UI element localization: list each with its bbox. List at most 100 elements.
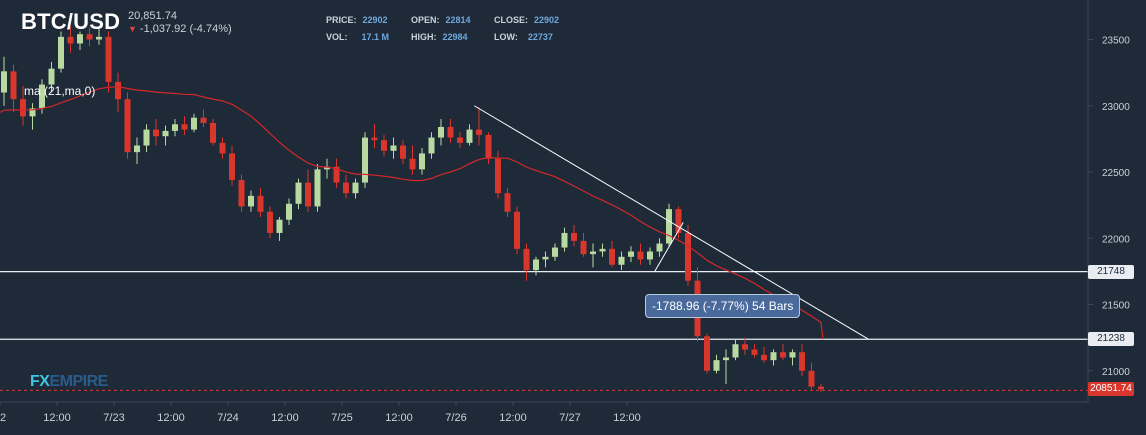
candle-body (181, 124, 188, 130)
candle (162, 125, 169, 146)
candle (286, 198, 292, 225)
y-tick-label: 23500 (1102, 36, 1130, 47)
candle-body (200, 117, 207, 123)
stat-vol: VOL: 17.1 M (326, 32, 390, 42)
candle (381, 134, 387, 157)
candle (504, 187, 511, 218)
stat-low: LOW: 22737 (494, 32, 553, 42)
candle-body (571, 232, 577, 241)
candle-body (428, 137, 435, 154)
candle (457, 132, 463, 149)
candle (324, 158, 330, 179)
candle-body (58, 36, 64, 69)
current-price-badge: 20851.74 (1088, 382, 1134, 396)
candle-body (172, 124, 178, 131)
candle (276, 217, 283, 241)
candle (77, 31, 83, 51)
candle-body (808, 370, 815, 387)
candle-body (162, 130, 169, 137)
candle (742, 337, 748, 355)
fxempire-logo: FXEMPIRE (30, 373, 108, 390)
candle-body (419, 153, 425, 170)
candle (200, 109, 207, 127)
x-tick-label: 7/24 (217, 412, 238, 424)
candle (818, 384, 824, 392)
candle (685, 225, 691, 286)
candle-body (10, 71, 17, 100)
candle-body (447, 126, 454, 138)
y-tick-label: 22500 (1102, 168, 1130, 179)
candle-body (485, 134, 492, 159)
x-tick-label: 7/23 (103, 412, 124, 424)
candle (105, 31, 112, 93)
horizontal-levels[interactable] (0, 271, 1088, 340)
candle (637, 243, 644, 265)
candle-body (276, 219, 283, 233)
down-arrow-icon: ▼ (128, 24, 137, 34)
candle-body (343, 182, 349, 194)
candle (514, 206, 520, 255)
candle (609, 240, 615, 268)
candle-body (371, 137, 378, 141)
candle (447, 119, 454, 143)
candle (210, 119, 216, 146)
candle (362, 132, 368, 188)
candle (229, 145, 235, 186)
candle-body (780, 352, 786, 358)
candle-body (267, 211, 273, 233)
candle-body (219, 142, 226, 154)
stat-price: PRICE: 22902 (326, 15, 388, 25)
candle (29, 103, 36, 130)
indicator-label[interactable]: ma (21,ma,0) (24, 84, 96, 98)
measure-label[interactable]: -1788.96 (-7.77%) 54 Bars (645, 294, 801, 318)
trend-line[interactable] (473, 105, 869, 340)
candle-body (799, 352, 805, 371)
candle-body (295, 182, 302, 204)
candle-body (704, 336, 710, 371)
candle-body (286, 203, 292, 220)
candle (656, 238, 663, 257)
candle (789, 349, 796, 366)
candle (248, 190, 254, 212)
candle-body (1, 71, 7, 93)
candle-body (29, 108, 36, 117)
candle (257, 187, 264, 218)
candle (314, 164, 321, 212)
candle (153, 119, 159, 146)
candle (20, 85, 26, 126)
candle-body (656, 243, 663, 252)
candle-body (105, 36, 112, 82)
candle-body (409, 158, 416, 170)
candle-body (723, 357, 729, 361)
candle-body (134, 145, 140, 153)
candle (675, 206, 682, 239)
candle-body (542, 256, 549, 260)
candlesticks (1, 26, 824, 392)
candle (96, 28, 102, 45)
last-price: 20,851.74 (128, 10, 177, 22)
candle-body (818, 386, 824, 390)
candle-body (362, 137, 368, 183)
candle-body (390, 145, 397, 151)
candle (219, 137, 226, 159)
candle (172, 119, 178, 137)
candle (86, 27, 93, 47)
price-change-text: -1,037.92 (-4.74%) (139, 23, 232, 35)
candle (58, 31, 64, 73)
candle (599, 243, 606, 257)
candle-body (609, 248, 615, 265)
candle-body (466, 129, 473, 143)
candle-body (637, 251, 644, 260)
x-tick-label: 12:00 (271, 412, 299, 424)
candle-body (514, 211, 520, 249)
candle (428, 132, 435, 159)
candle (371, 124, 378, 149)
candle-body (561, 232, 568, 248)
candle-body (713, 360, 720, 371)
candle (485, 132, 492, 165)
y-tick-label: 23000 (1102, 102, 1130, 113)
y-tick-label: 21500 (1102, 301, 1130, 312)
measure-line[interactable] (654, 222, 684, 272)
x-tick-label: 7/25 (331, 412, 352, 424)
